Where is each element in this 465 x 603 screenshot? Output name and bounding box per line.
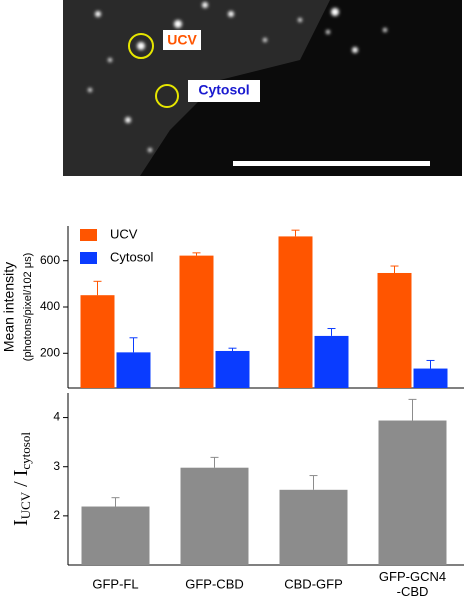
legend-swatch: [80, 229, 97, 241]
error-bar: [111, 497, 120, 507]
vesicles: [88, 2, 387, 152]
image-label: Cytosol: [198, 82, 249, 98]
x-tick-line: GFP-GCN4: [379, 569, 446, 584]
bar: [377, 272, 412, 388]
ucv-marker: [128, 33, 154, 59]
y-axis-label-part: / I: [10, 470, 32, 492]
bar: [378, 420, 447, 565]
y-axis-label: Mean intensity: [1, 262, 17, 352]
bar: [413, 368, 448, 388]
error-bar: [129, 337, 138, 353]
error-bar: [210, 456, 219, 468]
error-bar: [408, 398, 417, 421]
scale-bar: [233, 161, 430, 166]
y-tick-label: 2: [53, 508, 60, 522]
x-tick-line: -CBD: [397, 584, 429, 599]
y-tick-label: 600: [40, 253, 60, 267]
label-box: [188, 80, 260, 102]
y-axis-label-part: cytosol: [18, 432, 33, 470]
y-tick-label: 4: [53, 410, 60, 424]
bar: [314, 335, 349, 388]
error-bar: [291, 229, 300, 237]
bar: [180, 467, 249, 565]
error-bar: [309, 475, 318, 490]
cytosol-marker: [155, 84, 179, 108]
y-tick-label: 400: [40, 299, 60, 313]
x-tick-label: GFP-GCN4 -CBD: [379, 569, 446, 599]
label-box: [163, 30, 201, 50]
y-axis-sublabel: (photons/pixel/102 μs): [22, 253, 34, 361]
legend-swatch: [80, 252, 97, 264]
bar: [80, 295, 115, 388]
error-bar: [426, 359, 435, 369]
error-bar: [327, 328, 336, 336]
micrograph: UCV Cytosol: [63, 0, 462, 176]
y-tick-label: 200: [40, 345, 60, 359]
image-label: UCV: [167, 32, 197, 48]
bar: [116, 352, 151, 388]
bar: [278, 236, 313, 388]
y-axis-label-part: I: [10, 519, 32, 526]
x-tick-label: GFP-CBD: [185, 576, 244, 591]
y-axis-label-part: UCV: [18, 491, 33, 519]
x-tick-label: CBD-GFP: [284, 576, 343, 591]
error-bar: [93, 280, 102, 296]
legend-label: UCV: [110, 226, 138, 241]
error-bar: [192, 252, 201, 256]
bar: [215, 350, 250, 388]
bar: [279, 489, 348, 565]
y-axis-label: IUCV / Icytosol: [10, 432, 33, 526]
error-bar: [228, 347, 237, 351]
bar: [81, 506, 150, 565]
legend-label: Cytosol: [110, 249, 153, 264]
x-tick-label: GFP-FL: [92, 576, 138, 591]
error-bar: [390, 265, 399, 273]
y-tick-label: 3: [53, 459, 60, 473]
bar: [179, 255, 214, 388]
